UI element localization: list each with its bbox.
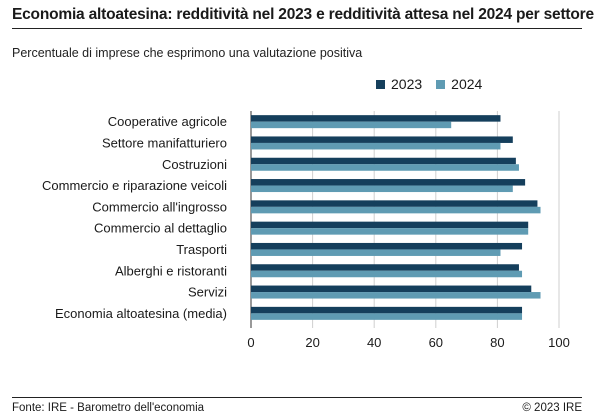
legend-label-2024: 2024 [451, 76, 483, 92]
bottom-divider [12, 397, 582, 398]
category-label: Cooperative agricole [108, 114, 227, 129]
category-label: Settore manifatturiero [102, 135, 227, 150]
legend-item-2023: 2023 [376, 76, 422, 92]
bar-2023-9 [251, 306, 523, 314]
legend-label-2023: 2023 [391, 76, 423, 92]
source-note: Fonte: IRE - Barometro dell'economia [12, 402, 205, 414]
bar-2023-2 [251, 157, 516, 165]
legend-swatch-2023 [376, 79, 385, 89]
bar-2023-4 [251, 200, 538, 207]
x-tick-label-40: 40 [367, 335, 381, 350]
bar-2024-0 [251, 121, 452, 129]
x-tick-label-80: 80 [490, 335, 504, 350]
bar-2023-6 [251, 242, 523, 250]
category-label: Commercio e riparazione veicoli [42, 178, 227, 193]
bar-2024-3 [251, 185, 513, 193]
chart-subtitle: Percentuale di imprese che esprimono una… [12, 46, 363, 60]
category-label: Trasporti [176, 242, 227, 257]
bar-2024-1 [251, 142, 501, 150]
category-label: Servizi [188, 285, 227, 300]
top-divider [12, 28, 582, 29]
chart-title: Economia altoatesina: redditività nel 20… [12, 6, 594, 23]
legend-swatch-2024 [436, 79, 446, 89]
bar-2023-3 [251, 179, 526, 186]
category-label: Commercio al dettaglio [94, 221, 227, 236]
x-tick-label-20: 20 [305, 335, 319, 350]
bar-2024-5 [251, 228, 529, 235]
bar-2023-5 [251, 221, 529, 229]
category-label: Commercio all'ingrosso [92, 199, 227, 214]
category-label: Alberghi e ristoranti [115, 263, 227, 278]
bar-2023-7 [251, 264, 519, 271]
legend-item-2024: 2024 [436, 76, 482, 92]
bar-2024-4 [251, 206, 541, 214]
x-tick-label-0: 0 [247, 335, 254, 350]
bar-2024-9 [251, 313, 523, 320]
copyright-note: © 2023 IRE [522, 402, 582, 414]
x-tick-label-100: 100 [548, 335, 570, 350]
category-label: Costruzioni [162, 157, 227, 172]
chart-legend: 2023 2024 [376, 76, 482, 92]
bar-2024-7 [251, 270, 523, 278]
bar-2024-2 [251, 164, 519, 171]
bar-2023-1 [251, 136, 513, 143]
bar-2023-8 [251, 285, 532, 293]
x-tick-label-60: 60 [429, 335, 443, 350]
bar-2024-8 [251, 292, 541, 299]
bar-2023-0 [251, 115, 501, 122]
category-label: Economia altoatesina (media) [55, 306, 227, 321]
bar-2024-6 [251, 249, 501, 256]
